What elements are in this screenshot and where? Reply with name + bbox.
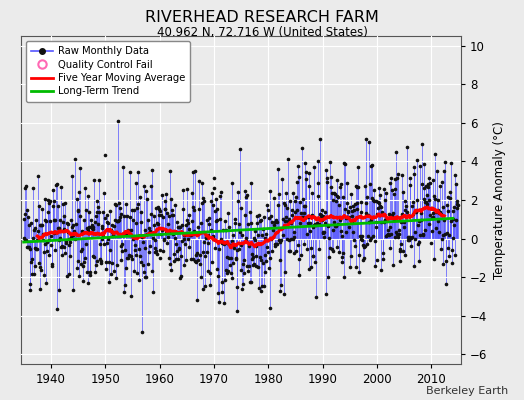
Text: Berkeley Earth: Berkeley Earth	[426, 386, 508, 396]
Text: 40.962 N, 72.716 W (United States): 40.962 N, 72.716 W (United States)	[157, 26, 367, 39]
Text: RIVERHEAD RESEARCH FARM: RIVERHEAD RESEARCH FARM	[145, 10, 379, 25]
Legend: Raw Monthly Data, Quality Control Fail, Five Year Moving Average, Long-Term Tren: Raw Monthly Data, Quality Control Fail, …	[26, 41, 190, 102]
Y-axis label: Temperature Anomaly (°C): Temperature Anomaly (°C)	[493, 121, 506, 279]
